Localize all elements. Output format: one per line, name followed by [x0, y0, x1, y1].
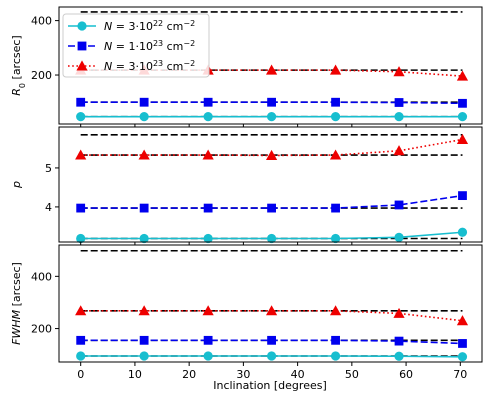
x-tick-label: 0 — [77, 368, 84, 381]
y-axis-label: p — [10, 181, 23, 189]
data-point — [265, 149, 278, 160]
data-point — [75, 305, 87, 316]
data-point — [75, 149, 87, 160]
legend-frame — [62, 13, 210, 78]
data-point — [138, 305, 150, 316]
y-tick-label: 5 — [45, 162, 52, 175]
data-point — [457, 352, 468, 362]
data-point — [330, 112, 341, 122]
data-point — [394, 232, 404, 242]
data-point — [457, 112, 468, 122]
legend-entry-3: N = 3·1023 cm−2 — [68, 59, 195, 74]
x-axis-label: Inclination [degrees] — [213, 379, 327, 392]
y-axis-label: FWHM [arcsec] — [10, 262, 23, 345]
legend-label: N = 1·1023 cm−2 — [104, 39, 195, 54]
panel-3: 200 400 0 10 20 30 40 50 60 70 FWHM [arcsec] — [10, 244, 483, 381]
data-point — [329, 305, 342, 316]
data-point — [456, 70, 469, 81]
y-tick-label: 4 — [45, 201, 52, 214]
data-point — [329, 149, 342, 160]
data-point — [329, 64, 342, 75]
panels: 200 400 R0 [arcsec] 4 5 p 200 400 0 10 20 30 40 50 60 7… — [10, 6, 483, 381]
data-point — [203, 112, 213, 122]
data-point — [202, 149, 214, 160]
data-point — [457, 227, 468, 237]
data-point — [203, 335, 213, 345]
data-point — [393, 145, 405, 156]
x-tick-label: 50 — [345, 368, 359, 381]
data-point — [203, 203, 213, 213]
axes-frame — [58, 126, 483, 243]
legend-marker — [76, 60, 88, 71]
data-point — [393, 66, 405, 77]
data-point — [458, 191, 467, 201]
data-point — [456, 133, 469, 144]
axes-frame — [58, 6, 483, 125]
data-point — [203, 233, 213, 244]
legend-marker — [77, 21, 87, 31]
data-point — [394, 112, 404, 122]
data-point — [76, 97, 86, 107]
data-point — [139, 97, 149, 107]
y-tick-label: 400 — [31, 270, 52, 283]
plot-area — [59, 127, 482, 242]
data-point — [394, 98, 404, 107]
data-point — [267, 203, 276, 213]
data-point — [265, 305, 278, 316]
data-point — [76, 203, 86, 213]
data-point — [393, 307, 405, 318]
data-point — [266, 233, 277, 244]
data-point — [267, 335, 276, 345]
legend-entry-1: N = 3·1022 cm−2 — [68, 19, 195, 34]
x-tick-label: 40 — [291, 368, 305, 381]
legend-marker — [77, 41, 87, 51]
x-tick-label: 30 — [236, 368, 250, 381]
panel-2: 4 5 p — [10, 126, 483, 246]
legend-label: N = 3·1023 cm−2 — [104, 59, 195, 74]
data-point — [330, 351, 341, 361]
data-point — [76, 233, 86, 244]
data-point — [139, 351, 149, 361]
y-tick-label: 400 — [31, 15, 52, 28]
data-point — [331, 335, 340, 345]
data-point — [458, 98, 467, 108]
x-tick-label: 20 — [182, 368, 196, 381]
x-tick-label: 60 — [399, 368, 413, 381]
data-point — [394, 351, 404, 361]
data-point — [76, 112, 86, 122]
data-point — [267, 97, 276, 107]
data-point — [76, 335, 86, 345]
data-point — [394, 200, 404, 210]
data-point — [139, 112, 149, 122]
data-point — [265, 64, 278, 75]
data-point — [394, 336, 404, 346]
data-point — [331, 203, 340, 213]
data-point — [139, 335, 149, 345]
legend: N = 3·1022 cm−2 N = 1·1023 cm−2 N = 3·1023… — [62, 13, 210, 78]
data-point — [203, 97, 213, 107]
y-tick-label: 200 — [31, 69, 52, 82]
axes-frame — [58, 244, 483, 363]
data-point — [202, 305, 214, 316]
data-point — [266, 112, 277, 122]
data-point — [458, 339, 467, 348]
data-point — [139, 233, 149, 244]
y-axis-label: R0 [arcsec] — [10, 35, 27, 95]
legend-label: N = 3·1022 cm−2 — [104, 19, 195, 34]
data-point — [266, 351, 277, 361]
data-point — [330, 233, 341, 244]
data-point — [76, 351, 86, 361]
legend-entry-2: N = 1·1023 cm−2 — [68, 39, 195, 54]
x-tick-label: 10 — [128, 368, 142, 381]
data-point — [331, 97, 340, 107]
data-point — [203, 351, 213, 361]
data-point — [139, 203, 149, 213]
x-tick-label: 70 — [453, 368, 467, 381]
data-point — [456, 315, 469, 326]
y-tick-label: 200 — [31, 323, 52, 336]
data-point — [138, 149, 150, 160]
